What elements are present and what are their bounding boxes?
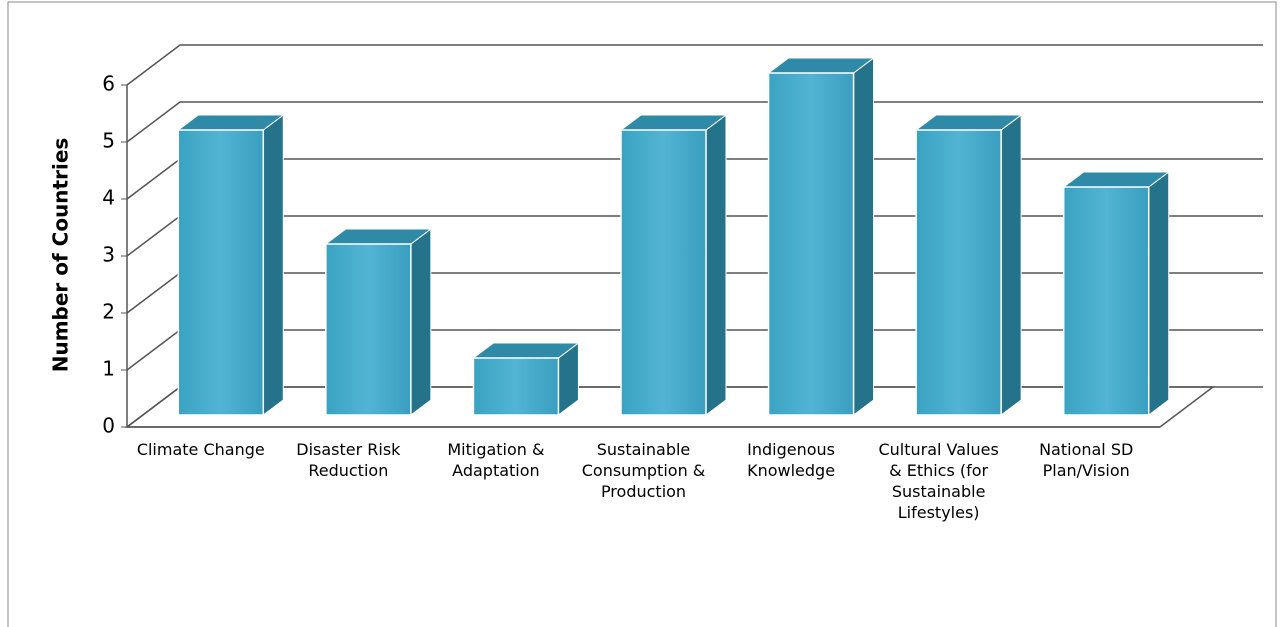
bar-front [620,129,707,416]
bar [767,57,876,416]
x-tick-label: National SD Plan/Vision [1039,440,1134,480]
bar [914,114,1023,416]
y-tick-label: 1 [102,357,115,381]
x-tick-label: Indigenous Knowledge [747,440,836,480]
bar-side [410,228,432,416]
bar-front [1062,186,1150,416]
grid-line [126,101,1263,143]
bar-side [262,114,284,416]
bar-front [177,129,265,416]
x-tick-label: Climate Change [136,440,265,459]
y-tick-label: 3 [102,243,115,267]
bar-side [1000,114,1022,416]
bar [1062,171,1171,416]
y-tick-label: 2 [102,300,115,324]
bar-front [472,357,560,416]
bar [324,228,433,416]
bar-front [767,72,855,416]
y-tick-label: 0 [102,414,115,438]
y-tick-label: 6 [102,72,115,96]
bar-side [705,114,727,416]
bar-side [853,57,875,416]
x-tick-label: Sustainable Consumption & Production [581,440,706,501]
x-tick-label: Disaster Risk Reduction [296,440,401,480]
x-tick-label: Mitigation & Adaptation [447,440,545,480]
chart-frame [7,1,1277,627]
y-tick-label: 4 [102,186,115,210]
bar-front [915,129,1002,416]
y-tick-label: 5 [102,129,115,153]
x-tick-label: Cultural Values & Ethics (for Sustainabl… [878,440,999,522]
bar-front [325,243,412,416]
bar [176,114,285,416]
bar-side [1148,171,1170,416]
grid-line [126,44,1263,86]
bar [471,342,580,416]
y-axis-label: Number of Countries [49,138,73,373]
bar [619,114,728,416]
